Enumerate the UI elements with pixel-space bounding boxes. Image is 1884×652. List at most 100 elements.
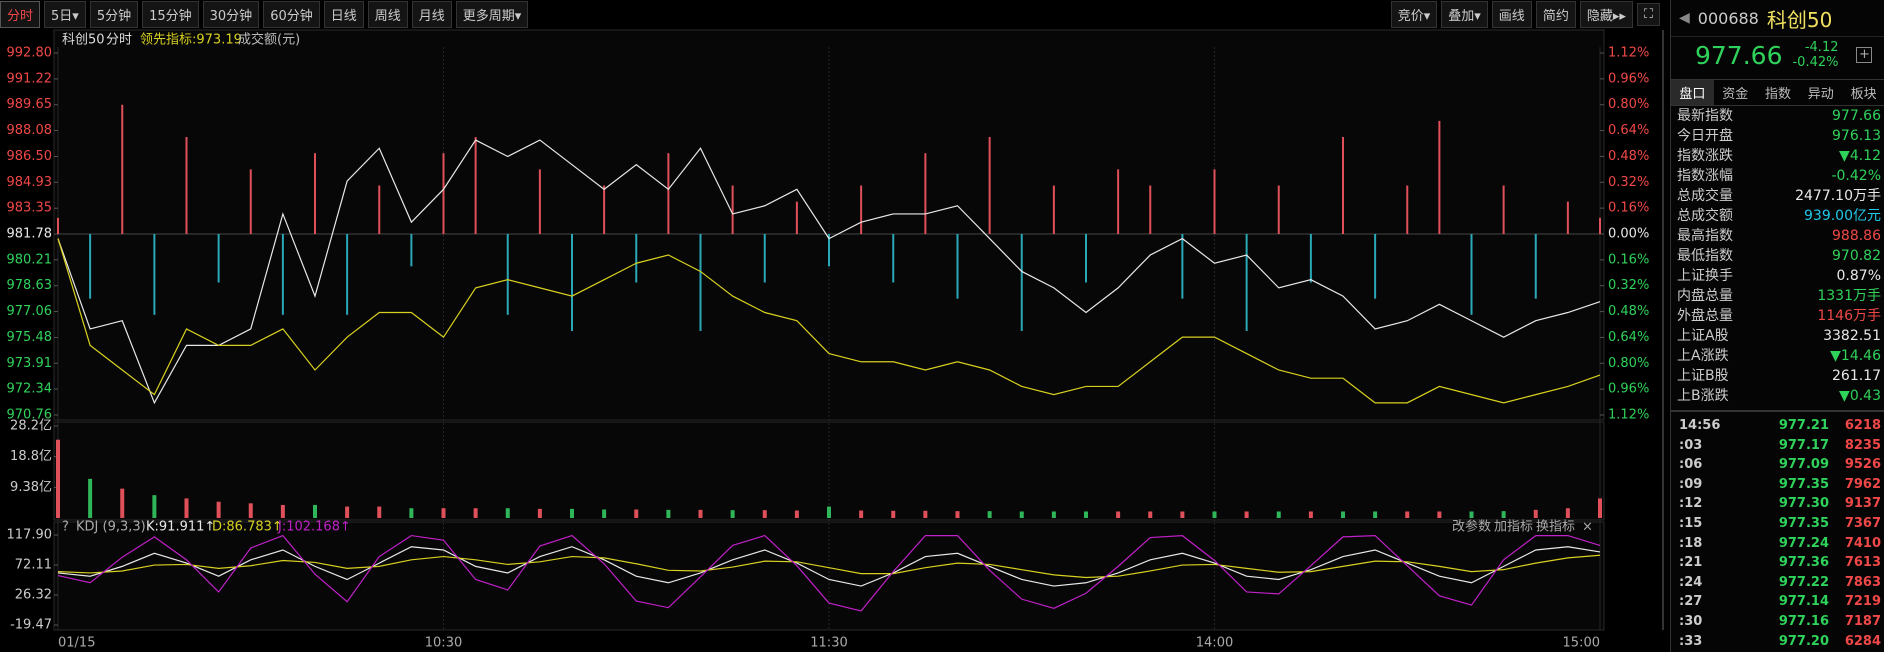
tool-button[interactable]: 叠加▾ xyxy=(1441,1,1488,28)
stat-label: 总成交量 xyxy=(1677,188,1733,204)
breadth-bar xyxy=(1438,120,1441,234)
kdj-action[interactable]: 改参数 xyxy=(1452,519,1491,535)
volume-bar xyxy=(473,508,478,518)
stat-value: 261.17 xyxy=(1832,368,1881,384)
y-tick-label: 972.34 xyxy=(7,382,53,397)
breadth-bar xyxy=(442,153,445,234)
y-tick-label: 28.2亿 xyxy=(10,419,52,434)
trade-price: 977.21 xyxy=(1778,418,1829,433)
trade-volume: 6218 xyxy=(1844,418,1881,433)
trade-price: 977.35 xyxy=(1778,515,1829,531)
volume-bar xyxy=(1051,511,1056,518)
breadth-bar xyxy=(185,137,188,234)
trade-time: :18 xyxy=(1679,535,1703,551)
stat-row: 外盘总量 1146万手 xyxy=(1671,306,1884,326)
volume-bar xyxy=(987,511,992,518)
tool-button[interactable]: 隐藏▸▸ xyxy=(1579,1,1633,28)
stat-value: 939.00亿元 xyxy=(1804,208,1881,224)
volume-bar xyxy=(537,508,542,518)
trade-row: :03 977.17 8235 xyxy=(1671,436,1884,456)
y2-tick-label: 0.32% xyxy=(1608,278,1649,293)
tabs: 盘口 资金 指数 异动 板块 xyxy=(1671,79,1884,106)
y2-tick-label: 1.12% xyxy=(1608,46,1649,61)
stat-row: 上A涨跌 ▼14.46 xyxy=(1671,346,1884,366)
period-button[interactable]: 30分钟 xyxy=(202,1,260,28)
trade-row: :33 977.20 6284 xyxy=(1671,632,1884,652)
y-tick-label: 72.11 xyxy=(15,558,52,573)
period-button[interactable]: 60分钟 xyxy=(263,1,320,28)
trade-volume: 9526 xyxy=(1844,457,1881,473)
tab[interactable]: 盘口 xyxy=(1671,80,1714,105)
volume-bar xyxy=(377,506,382,518)
tool-button[interactable]: 简约 xyxy=(1535,1,1576,28)
breadth-bar xyxy=(571,234,573,331)
breadth-bar xyxy=(314,153,316,234)
breadth-bar xyxy=(988,137,991,234)
stat-label: 上证换手 xyxy=(1677,268,1733,284)
breadth-bar xyxy=(89,234,92,299)
stat-label: 上A涨跌 xyxy=(1677,348,1729,364)
breadth-bar xyxy=(667,153,670,234)
code: 000688 xyxy=(1697,8,1759,28)
breadth-bar xyxy=(1052,185,1055,234)
period-buttons: 分时 5日▾ 5分钟 15分钟 30分钟 60分钟 日线 周线 月线 更多周期▾ xyxy=(0,1,529,28)
y-tick-label: 988.08 xyxy=(7,123,53,138)
breadth-bar xyxy=(1149,185,1152,234)
kdj-action[interactable]: × xyxy=(1582,520,1593,535)
y2-tick-label: 0.16% xyxy=(1608,252,1649,267)
period-button[interactable]: 更多周期▾ xyxy=(455,1,529,28)
kdj-action[interactable]: 加指标 xyxy=(1494,520,1533,535)
period-button[interactable]: 5日▾ xyxy=(44,1,86,28)
trade-time: :27 xyxy=(1679,594,1703,610)
stat-row: 指数涨跌 ▼4.12 xyxy=(1671,146,1884,166)
stat-value: 976.13 xyxy=(1832,128,1881,144)
stat-row: 最高指数 988.86 xyxy=(1671,226,1884,246)
tab[interactable]: 板块 xyxy=(1850,87,1877,102)
period-button[interactable]: 5分钟 xyxy=(89,1,139,28)
kdj-action[interactable]: 换指标 xyxy=(1536,520,1575,535)
trade-time: :12 xyxy=(1679,496,1703,512)
change-pct: -0.42% xyxy=(1792,55,1839,70)
volume-bar xyxy=(280,504,285,518)
period-button[interactable]: 日线 xyxy=(323,1,364,28)
prev-arrow[interactable]: ◀ xyxy=(1679,10,1690,26)
breadth-bar xyxy=(763,234,766,283)
tab[interactable]: 异动 xyxy=(1807,87,1834,102)
stat-value: ▼14.46 xyxy=(1830,348,1881,364)
trade-price: 977.22 xyxy=(1778,574,1829,590)
volume-bar xyxy=(1084,511,1088,518)
period-button[interactable]: 分时 xyxy=(0,1,41,28)
period-button[interactable]: 周线 xyxy=(367,1,408,28)
tool-button[interactable]: 画线 xyxy=(1491,1,1532,28)
toolbar: 分时 5日▾ 5分钟 15分钟 30分钟 60分钟 日线 周线 月线 更多周期▾ 竞价▾ 叠加▾ 画线简… xyxy=(0,0,1664,29)
trade-price: 977.17 xyxy=(1778,437,1829,453)
stat-row: 指数涨幅 -0.42% xyxy=(1671,166,1884,186)
period-button[interactable]: 15分钟 xyxy=(142,1,199,28)
volume-bar xyxy=(1180,511,1185,518)
breadth-bar xyxy=(1406,185,1409,234)
breadth-bar xyxy=(603,185,606,234)
trade-price: 977.16 xyxy=(1778,613,1829,629)
period-button[interactable]: 月线 xyxy=(411,1,452,28)
breadth-bar xyxy=(1245,234,1248,331)
tool-button[interactable]: ⛶ xyxy=(1636,3,1660,26)
volume-bar xyxy=(1019,511,1024,518)
breadth-bar xyxy=(57,217,59,234)
trade-time: :09 xyxy=(1679,476,1703,492)
tool-button[interactable]: 竞价▾ xyxy=(1390,1,1438,28)
tab[interactable]: 资金 xyxy=(1722,87,1749,102)
y-tick-label: -19.47 xyxy=(10,618,52,633)
volume-bar xyxy=(794,510,799,518)
volume-bar xyxy=(698,509,703,518)
breadth-bar xyxy=(892,234,895,283)
trade-volume: 8235 xyxy=(1844,437,1881,453)
volume-bar xyxy=(955,511,960,518)
y-tick-label: 992.80 xyxy=(7,46,53,61)
price-line xyxy=(57,139,1601,405)
volume-bar xyxy=(730,510,735,518)
tab[interactable]: 指数 xyxy=(1764,87,1791,102)
trade-price: 977.09 xyxy=(1778,457,1829,473)
stat-value: ▼4.12 xyxy=(1839,148,1881,164)
trade-time: 14:56 xyxy=(1679,418,1721,433)
add-button[interactable]: + xyxy=(1856,47,1873,63)
